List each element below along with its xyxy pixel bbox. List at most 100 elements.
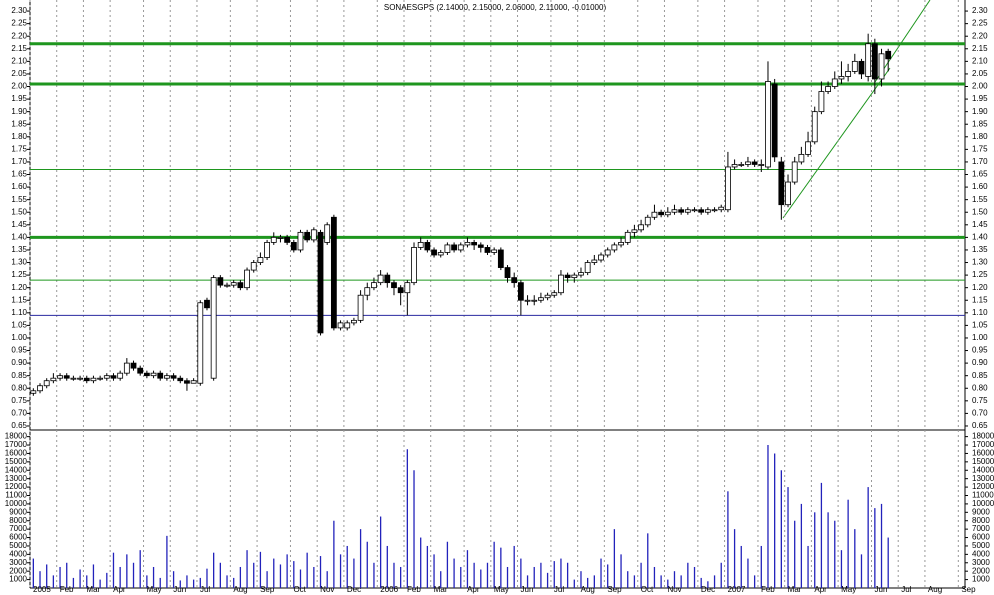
chart-title: SONAESGPS (2.14000, 2.15000, 2.06000, 2.… [384,3,607,12]
y-tick-label: 4000 [9,549,27,558]
candle-body [531,299,538,302]
candle-body [751,161,758,165]
y-tick-label: 0.95 [11,346,27,355]
candle-body [698,209,705,213]
candle-body [584,262,591,273]
candle-body [571,274,578,279]
y-tick-label: 1.25 [972,270,988,279]
candle-body [825,86,831,92]
candle-body [77,377,83,380]
y-tick-label: 1.55 [972,195,988,204]
x-tick-label: Apr [467,585,480,594]
y-tick-label: 2.15 [972,44,988,53]
y-tick-label: 5000 [9,541,27,550]
y-tick-label: 0.90 [11,358,27,367]
x-tick-label: Aug [928,585,942,594]
candle-body [818,91,825,113]
y-tick-label: 1.90 [11,107,27,116]
candle-body [270,236,277,243]
y-tick-label: 1.00 [11,333,27,342]
candle-body [631,229,638,233]
x-tick-label: Feb [407,585,421,594]
candle-body [551,292,558,296]
y-tick-label: 2.25 [11,19,27,28]
x-tick-label: Jun [173,585,186,594]
x-tick-label: Aug [233,585,247,594]
y-tick-label: 4000 [972,549,990,558]
x-tick-label: Sep [260,585,275,594]
candle-body [831,78,838,87]
candle-body [564,274,571,279]
candle-body [391,282,397,289]
candle-body [638,224,644,231]
x-tick-label: Nov [667,585,681,594]
y-tick-label: 12000 [972,482,994,491]
y-tick-label: 1.50 [972,207,988,216]
y-tick-label: 1.60 [972,182,988,191]
y-tick-label: 0.70 [972,409,988,418]
y-tick-label: 7000 [972,524,990,533]
y-tick-label: 1.20 [11,283,27,292]
y-tick-label: 2.00 [11,82,27,91]
candle-body [224,284,230,287]
candle-body [411,247,417,284]
candle-body [230,282,237,286]
y-tick-label: 1.50 [11,207,27,216]
y-tick-label: 1.35 [11,245,27,254]
candle-body [611,244,618,251]
candle-body [457,244,464,251]
candle-body [885,50,892,60]
candle-body [237,282,244,289]
y-tick-label: 1.10 [972,308,988,317]
y-tick-label: 0.65 [972,421,988,430]
candle-body [123,362,130,374]
x-tick-label: Feb [761,585,775,594]
x-tick-label: Dec [347,585,361,594]
candle-body [130,362,137,369]
y-tick-label: 9000 [9,507,27,516]
candle-body [217,277,224,286]
y-tick-label: 6000 [9,533,27,542]
y-tick-label: 15000 [972,457,994,466]
candle-body [344,322,351,329]
y-tick-label: 0.80 [11,383,27,392]
candle-body [711,209,718,212]
candle-body [103,375,110,379]
candle-body [110,375,117,379]
candle-body [678,209,685,213]
x-tick-label: Mar [788,585,802,594]
y-tick-label: 2.00 [972,82,988,91]
y-tick-label: 7000 [9,524,27,533]
candle-body [150,372,157,377]
candle-body [544,294,551,299]
y-tick-label: 1.95 [972,94,988,103]
candle-body [264,242,270,258]
y-tick-label: 1.85 [972,119,988,128]
candle-body [250,262,257,271]
y-tick-label: 0.85 [11,371,27,380]
candle-body [143,372,150,377]
y-tick-label: 2.05 [11,69,27,78]
candle-body [471,242,478,246]
x-tick-label: Jul [554,585,564,594]
candle-body [177,377,184,382]
candle-body [591,259,598,263]
candle-body [664,211,671,216]
candle-body [384,274,391,284]
candle-body [364,287,371,296]
y-tick-label: 1.05 [972,321,988,330]
y-tick-label: 2.10 [972,56,988,65]
y-tick-label: 1000 [9,575,27,584]
y-tick-label: 17000 [5,440,28,449]
y-tick-label: 1.35 [972,245,988,254]
y-tick-label: 1.70 [972,157,988,166]
x-tick-label: Mar [434,585,448,594]
y-tick-label: 1.60 [11,182,27,191]
candle-body [738,164,745,166]
candle-body [377,274,384,284]
candle-body [838,76,845,80]
candle-body [297,231,304,251]
y-tick-label: 11000 [972,491,994,500]
